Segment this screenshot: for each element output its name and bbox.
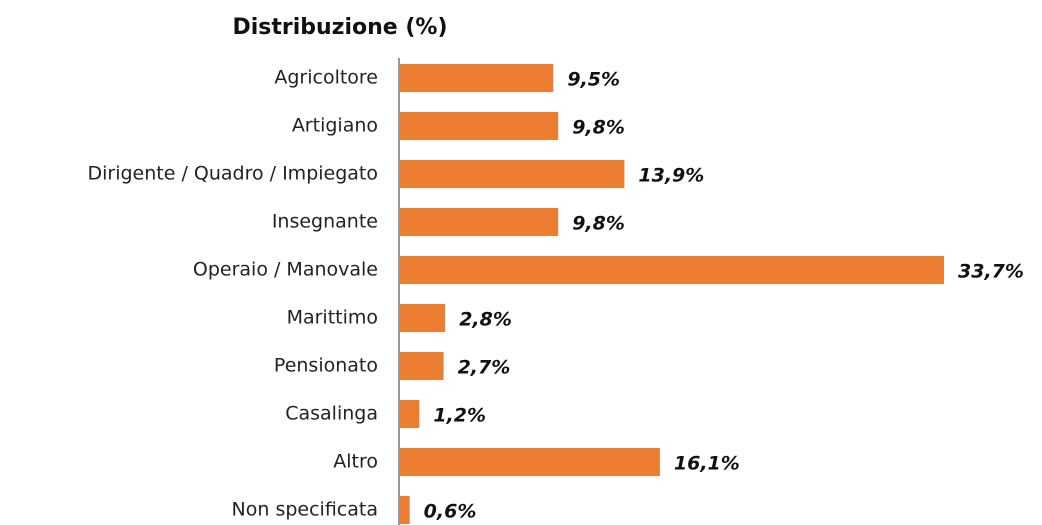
value-label: 9,8% [572, 117, 625, 139]
bar [400, 304, 446, 332]
category-label: Marittimo [287, 307, 378, 329]
category-label: Artigiano [292, 115, 378, 137]
category-label: Pensionato [274, 355, 378, 377]
category-label: Non specificata [232, 499, 378, 521]
bar [400, 496, 410, 524]
category-label: Operaio / Manovale [193, 259, 378, 281]
category-label: Dirigente / Quadro / Impiegato [87, 163, 378, 185]
bar [400, 160, 625, 188]
bar [400, 112, 559, 140]
bar [400, 448, 660, 476]
value-label: 2,7% [458, 357, 511, 379]
bar [400, 352, 444, 380]
category-label: Insegnante [272, 211, 378, 233]
value-label: 13,9% [638, 165, 704, 187]
value-label: 9,8% [572, 213, 625, 235]
chart-title: Distribuzione (%) [232, 15, 447, 40]
category-label: Casalinga [285, 403, 378, 425]
bar [400, 208, 559, 236]
value-label: 9,5% [567, 69, 620, 91]
value-label: 2,8% [459, 309, 512, 331]
category-label: Agricoltore [274, 67, 378, 89]
value-label: 33,7% [958, 261, 1024, 283]
value-label: 16,1% [674, 453, 740, 475]
value-label: 1,2% [433, 405, 486, 427]
bar [400, 256, 944, 284]
bar [400, 64, 554, 92]
bar [400, 400, 420, 428]
category-label: Altro [333, 451, 378, 473]
value-label: 0,6% [424, 501, 477, 523]
